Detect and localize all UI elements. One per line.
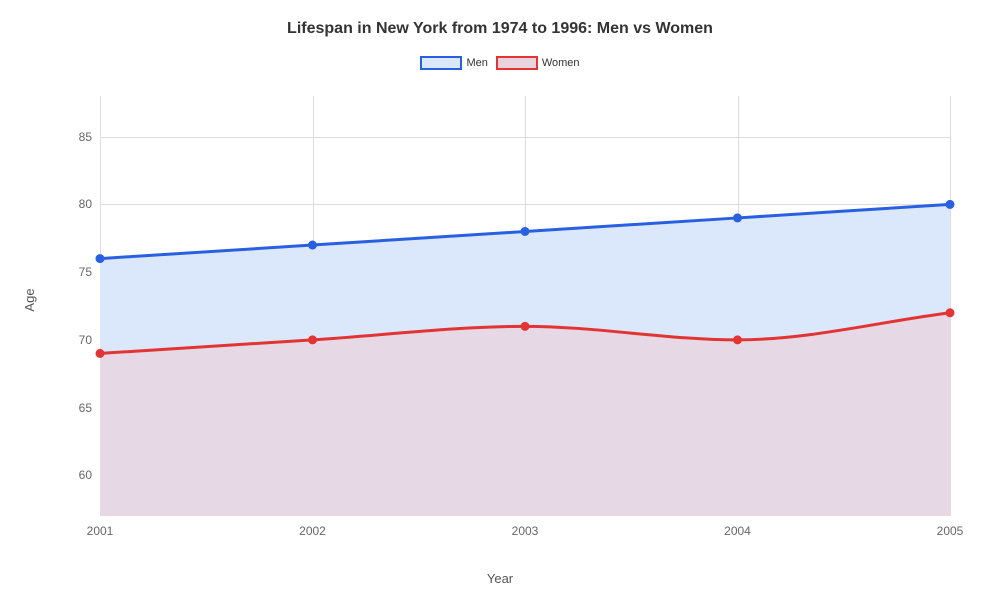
y-tick-label: 70 [79,333,100,347]
chart-title: Lifespan in New York from 1974 to 1996: … [0,0,1000,38]
y-tick-label: 80 [79,197,100,211]
legend: Men Women [0,56,1000,70]
y-tick-label: 85 [79,130,100,144]
data-point-women[interactable] [309,336,317,344]
legend-label-women: Women [542,57,580,69]
legend-swatch-women [496,56,538,70]
data-point-men[interactable] [96,255,104,263]
legend-swatch-men [420,56,462,70]
y-tick-label: 65 [79,401,100,415]
x-tick-label: 2003 [512,516,539,538]
data-point-women[interactable] [521,322,529,330]
plot-area: 60657075808520012002200320042005 [100,96,950,516]
data-point-women[interactable] [96,349,104,357]
x-tick-label: 2004 [724,516,751,538]
chart-container: Lifespan in New York from 1974 to 1996: … [0,0,1000,600]
series-svg [100,96,950,516]
data-point-men[interactable] [734,214,742,222]
x-tick-label: 2005 [937,516,964,538]
data-point-men[interactable] [946,200,954,208]
grid-line-v [950,96,951,516]
data-point-men[interactable] [521,227,529,235]
x-axis-title: Year [487,571,513,586]
x-tick-label: 2001 [87,516,114,538]
x-tick-label: 2002 [299,516,326,538]
y-tick-label: 75 [79,265,100,279]
data-point-men[interactable] [309,241,317,249]
y-tick-label: 60 [79,468,100,482]
data-point-women[interactable] [946,309,954,317]
legend-item-men[interactable]: Men [420,56,487,70]
data-point-women[interactable] [734,336,742,344]
legend-item-women[interactable]: Women [496,56,580,70]
y-axis-title: Age [22,288,37,311]
legend-label-men: Men [466,57,487,69]
